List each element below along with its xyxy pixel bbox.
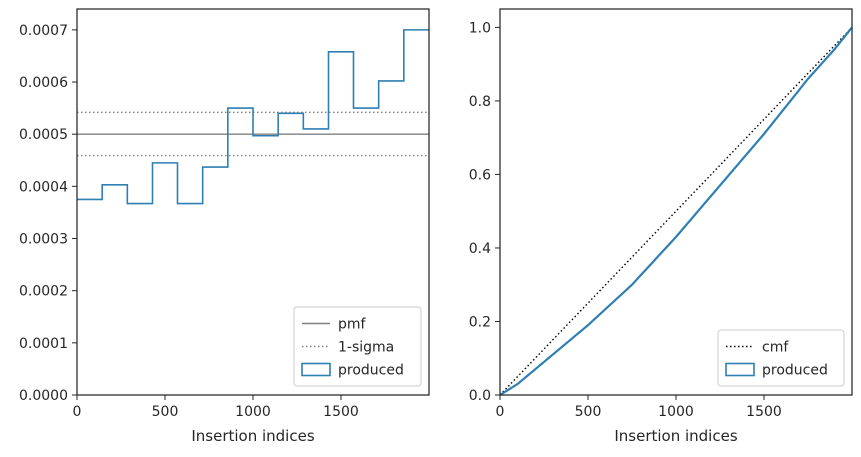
right-plot-area: [499, 26, 853, 396]
legend-label: produced: [762, 363, 828, 379]
y-tick-label: 0.4: [469, 241, 491, 257]
right-legend: cmf produced: [717, 329, 845, 387]
right-cmf-chart: 0 500 1000 1500 0.0 0.2 0.4 0.6 0.8 1.0 Insertion…: [469, 8, 853, 445]
x-tick-label: 1000: [235, 404, 271, 420]
y-tick-label: 0.0005: [19, 127, 68, 143]
right-ticks: 0 500 1000 1500 0.0 0.2 0.4 0.6 0.8 1.0: [469, 20, 782, 420]
y-tick-label: 1.0: [469, 20, 491, 36]
legend-label: pmf: [338, 317, 367, 333]
legend-box: [293, 306, 422, 387]
y-tick-label: 0.2: [469, 314, 491, 330]
y-tick-label: 0.0004: [19, 179, 68, 195]
y-tick-label: 0.6: [469, 167, 491, 183]
left-x-axis-label: Insertion indices: [191, 427, 314, 445]
right-x-axis-label: Insertion indices: [614, 427, 737, 445]
left-axes-frame: [76, 8, 430, 396]
legend-handle: [301, 362, 331, 377]
produced-step-series: [77, 29, 429, 205]
y-tick-label: 0.0003: [19, 232, 68, 248]
x-tick-label: 0: [73, 404, 82, 420]
x-tick-label: 1000: [658, 404, 694, 420]
x-tick-label: 1500: [746, 404, 782, 420]
legend-box: [717, 329, 845, 387]
right-axes-frame: [499, 8, 853, 396]
legend-label: 1-sigma: [338, 340, 394, 356]
left-plot-area: [77, 29, 429, 205]
left-legend: pmf 1-sigma produced: [293, 306, 422, 387]
legend-label: produced: [338, 363, 404, 379]
y-tick-label: 0.0006: [19, 75, 68, 91]
x-tick-label: 0: [496, 404, 505, 420]
legend-label: cmf: [762, 340, 789, 356]
y-tick-label: 0.0: [469, 388, 491, 404]
x-tick-label: 1500: [323, 404, 359, 420]
y-tick-label: 0.8: [469, 94, 491, 110]
x-tick-label: 500: [575, 404, 602, 420]
y-tick-label: 0.0000: [19, 388, 68, 404]
legend-handle: [725, 362, 755, 377]
left-ticks: 0 500 1000 1500 0.0000 0.0001 0.0002 0.0003 0.00…: [19, 23, 359, 420]
y-tick-label: 0.0002: [19, 284, 68, 300]
cmf-line: [499, 26, 853, 396]
left-pmf-chart: 0 500 1000 1500 0.0000 0.0001 0.0002 0.0003 0.00…: [19, 8, 430, 445]
y-tick-label: 0.0007: [19, 23, 68, 39]
produced-cdf-series: [499, 26, 853, 396]
x-tick-label: 500: [152, 404, 179, 420]
y-tick-label: 0.0001: [19, 336, 68, 352]
